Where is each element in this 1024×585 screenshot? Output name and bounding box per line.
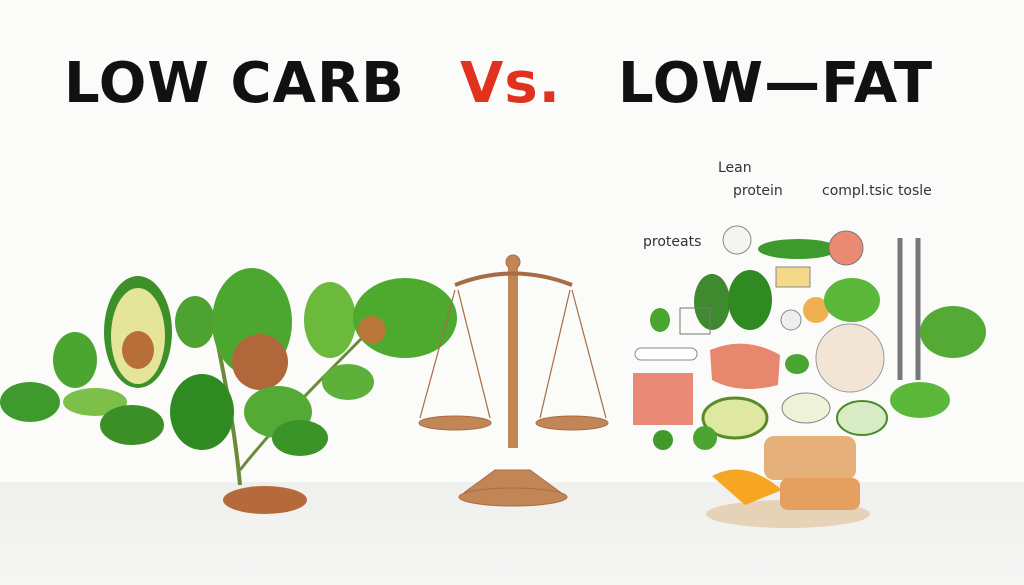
title-low-carb: LOW CARB — [64, 51, 405, 116]
leaf-icon — [272, 420, 328, 456]
label-complex: compl.tsic tosle — [822, 183, 932, 199]
avocado-pit — [122, 331, 154, 369]
leaf-icon — [100, 405, 164, 445]
title-versus: Vs. — [460, 51, 561, 116]
leaf-icon — [63, 388, 127, 416]
label-protein: protein — [733, 183, 783, 199]
label-proteats: proteats — [643, 234, 702, 250]
nut-icon — [358, 316, 386, 344]
leaf-icon — [0, 382, 60, 422]
low-fat-foods — [633, 225, 986, 528]
low-carb-foods — [0, 268, 457, 514]
label-lean: Lean — [718, 160, 752, 176]
leaf-icon — [53, 332, 97, 388]
leaf-icon — [170, 374, 234, 450]
leaf-icon — [304, 282, 356, 358]
leaf-icon — [175, 296, 215, 348]
balance-scale — [418, 254, 609, 507]
leaf-icon — [322, 364, 374, 400]
title-low-fat: LOW—FAT — [618, 51, 934, 116]
nut-pile — [223, 486, 307, 514]
nut-icon — [232, 334, 288, 390]
